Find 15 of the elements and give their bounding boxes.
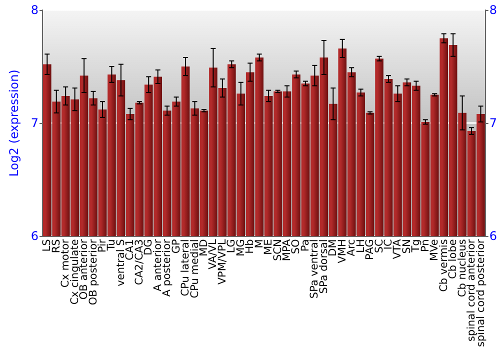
y2-tick-label: 7 (489, 116, 498, 130)
y-axis-title: Log2 (expression) (7, 70, 21, 177)
y-tick-label: 8 (30, 3, 39, 17)
x-tick-label: RS (50, 238, 62, 254)
y-tick-label: 7 (30, 116, 39, 130)
y2-tick-label: 6 (489, 229, 498, 244)
x-tick-label: OB posterior (87, 238, 100, 306)
x-tick-label: MVe (428, 239, 441, 262)
x-tick-label: Cb lobe (447, 239, 460, 279)
x-tick-label: spinal cord posterior (474, 238, 487, 348)
x-tick-label: Pa (299, 239, 312, 252)
y-tick-label: 6 (30, 229, 39, 244)
y2-tick-label: 8 (489, 3, 498, 17)
x-tick-label: Tg (410, 239, 422, 254)
x-tick-label: DG (142, 239, 155, 256)
